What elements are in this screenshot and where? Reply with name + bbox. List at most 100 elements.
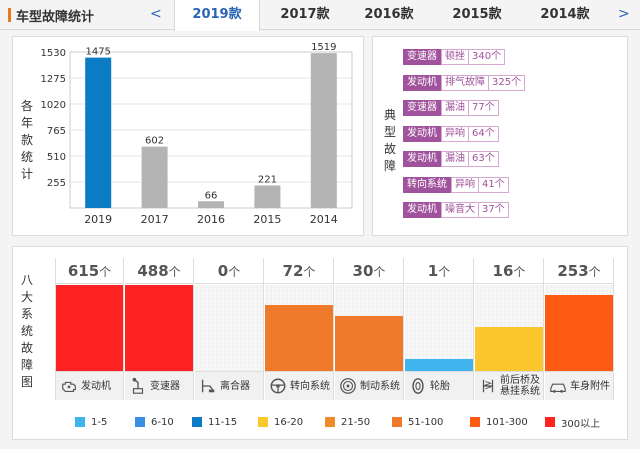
legend-label: 51-100: [408, 416, 444, 428]
system-level-fill: [405, 358, 473, 371]
data-label-2017: 602: [145, 136, 164, 147]
system-count: 1个: [405, 258, 473, 284]
tab-2019[interactable]: 2019款: [174, 0, 260, 31]
tab-2014[interactable]: 2014款: [540, 7, 590, 22]
system-footer: 离合器: [195, 371, 263, 400]
system-count-unit: 个: [373, 265, 386, 279]
legend-swatch: [135, 417, 145, 427]
legend-label: 101-300: [486, 416, 528, 428]
legend-item: 300以上: [545, 416, 601, 430]
system-name: 制动系统: [360, 380, 400, 392]
next-arrow-icon[interactable]: >: [618, 6, 630, 22]
system-column[interactable]: 1个轮胎: [405, 258, 474, 400]
system-name: 车身附件: [570, 380, 610, 392]
system-level-track: [335, 285, 403, 371]
legend-item: 101-300: [470, 416, 528, 428]
system-level-track: [195, 285, 263, 371]
typical-fault-item[interactable]: 变速器 顿挫 340个: [403, 49, 506, 65]
eight-systems-label: 八大系统故障图: [20, 273, 33, 389]
fault-count-tag: 41个: [479, 176, 509, 193]
bar-2019: [85, 57, 112, 208]
y-tick-label: 1020: [41, 100, 66, 111]
system-name: 发动机: [81, 380, 111, 392]
x-tick-label-2014: 2014: [310, 213, 338, 226]
legend-item: 21-50: [325, 416, 370, 428]
system-column[interactable]: 253个车身附件: [545, 258, 614, 400]
system-name: 前后桥及 悬挂系统: [500, 375, 540, 397]
system-column[interactable]: 16个前后桥及 悬挂系统: [475, 258, 544, 400]
year-bar-chart: 255 510 765 1020 1275 1530 1475 2019 602 2017 66 20…: [40, 40, 360, 230]
legend-label: 6-10: [151, 416, 174, 428]
page-title: 车型故障统计: [16, 10, 95, 25]
tab-2017[interactable]: 2017款: [280, 7, 330, 22]
typical-fault-item[interactable]: 转向系统 异响 41个: [403, 176, 509, 193]
legend-swatch: [258, 417, 268, 427]
fault-count-tag: 325个: [489, 74, 526, 91]
prev-arrow-icon[interactable]: <: [150, 6, 162, 22]
system-name: 转向系统: [290, 380, 330, 392]
system-level-fill: [265, 304, 333, 371]
system-footer: 轮胎: [405, 371, 473, 400]
system-count: 0个: [195, 258, 263, 284]
legend-item: 51-100: [392, 416, 443, 428]
system-count-value: 72: [282, 262, 304, 280]
suspension-icon: [479, 377, 497, 395]
legend-swatch: [545, 417, 555, 427]
fault-type-tag: 漏油: [441, 100, 469, 116]
fault-count-tag: 64个: [469, 125, 499, 142]
system-level-track: [125, 285, 193, 371]
fault-count-tag: 340个: [469, 49, 506, 65]
fault-type-tag: 异响: [441, 125, 469, 142]
fault-system-tag: 发动机: [403, 125, 441, 142]
fault-system-tag: 发动机: [403, 202, 441, 218]
typical-fault-item[interactable]: 发动机 漏油 63个: [403, 151, 499, 167]
system-column[interactable]: 30个制动系统: [335, 258, 404, 400]
system-count: 16个: [475, 258, 543, 284]
legend-label: 21-50: [341, 416, 371, 428]
system-column[interactable]: 72个转向系统: [265, 258, 334, 400]
system-level-fill: [335, 315, 403, 371]
system-level-track: [545, 285, 613, 371]
system-count: 72个: [265, 258, 333, 284]
engine-icon: [60, 377, 78, 395]
legend-swatch: [392, 417, 402, 427]
legend-label: 1-5: [91, 416, 108, 428]
fault-type-tag: 噪音大: [441, 202, 479, 218]
system-column[interactable]: 488个 变速器: [125, 258, 194, 400]
x-tick-label-2016: 2016: [197, 213, 225, 226]
legend-swatch: [470, 417, 480, 427]
tab-2016[interactable]: 2016款: [364, 7, 414, 22]
system-count: 253个: [545, 258, 613, 284]
typical-fault-item[interactable]: 变速器 漏油 77个: [403, 100, 499, 116]
system-footer: 前后桥及 悬挂系统: [475, 371, 543, 400]
typical-fault-item[interactable]: 发动机 噪音大 37个: [403, 202, 509, 218]
system-count: 30个: [335, 258, 403, 284]
y-tick-label: 1530: [41, 48, 66, 59]
tab-2015[interactable]: 2015款: [452, 7, 502, 22]
system-level-fill: [125, 285, 193, 371]
system-footer: 变速器: [125, 371, 193, 400]
steering-wheel-icon: [269, 377, 287, 395]
typical-fault-item[interactable]: 发动机 异响 64个: [403, 125, 499, 142]
system-count-value: 30: [352, 262, 374, 280]
data-label-2016: 66: [205, 190, 218, 201]
brake-disc-icon: [339, 377, 357, 395]
fault-type-tag: 漏油: [441, 151, 469, 167]
x-tick-label-2019: 2019: [84, 213, 112, 226]
system-column[interactable]: 615个 发动机: [55, 258, 124, 400]
system-level-track: [405, 285, 473, 371]
system-footer: 转向系统: [265, 371, 333, 400]
data-label-2015: 221: [258, 174, 277, 185]
typical-fault-item[interactable]: 发动机 排气故障 325个: [403, 74, 526, 91]
system-count-value: 1: [427, 262, 439, 280]
legend-label: 300以上: [561, 418, 601, 430]
fault-type-tag: 排气故障: [441, 74, 489, 91]
system-footer: 车身附件: [545, 371, 613, 400]
fault-count-tag: 63个: [469, 151, 499, 167]
y-tick-label: 255: [47, 178, 66, 189]
system-count-value: 615: [67, 262, 100, 280]
system-column[interactable]: 0个离合器: [195, 258, 264, 400]
clutch-pedal-icon: [199, 377, 217, 395]
bar-2017: [141, 146, 168, 208]
system-count-unit: 个: [513, 265, 526, 279]
